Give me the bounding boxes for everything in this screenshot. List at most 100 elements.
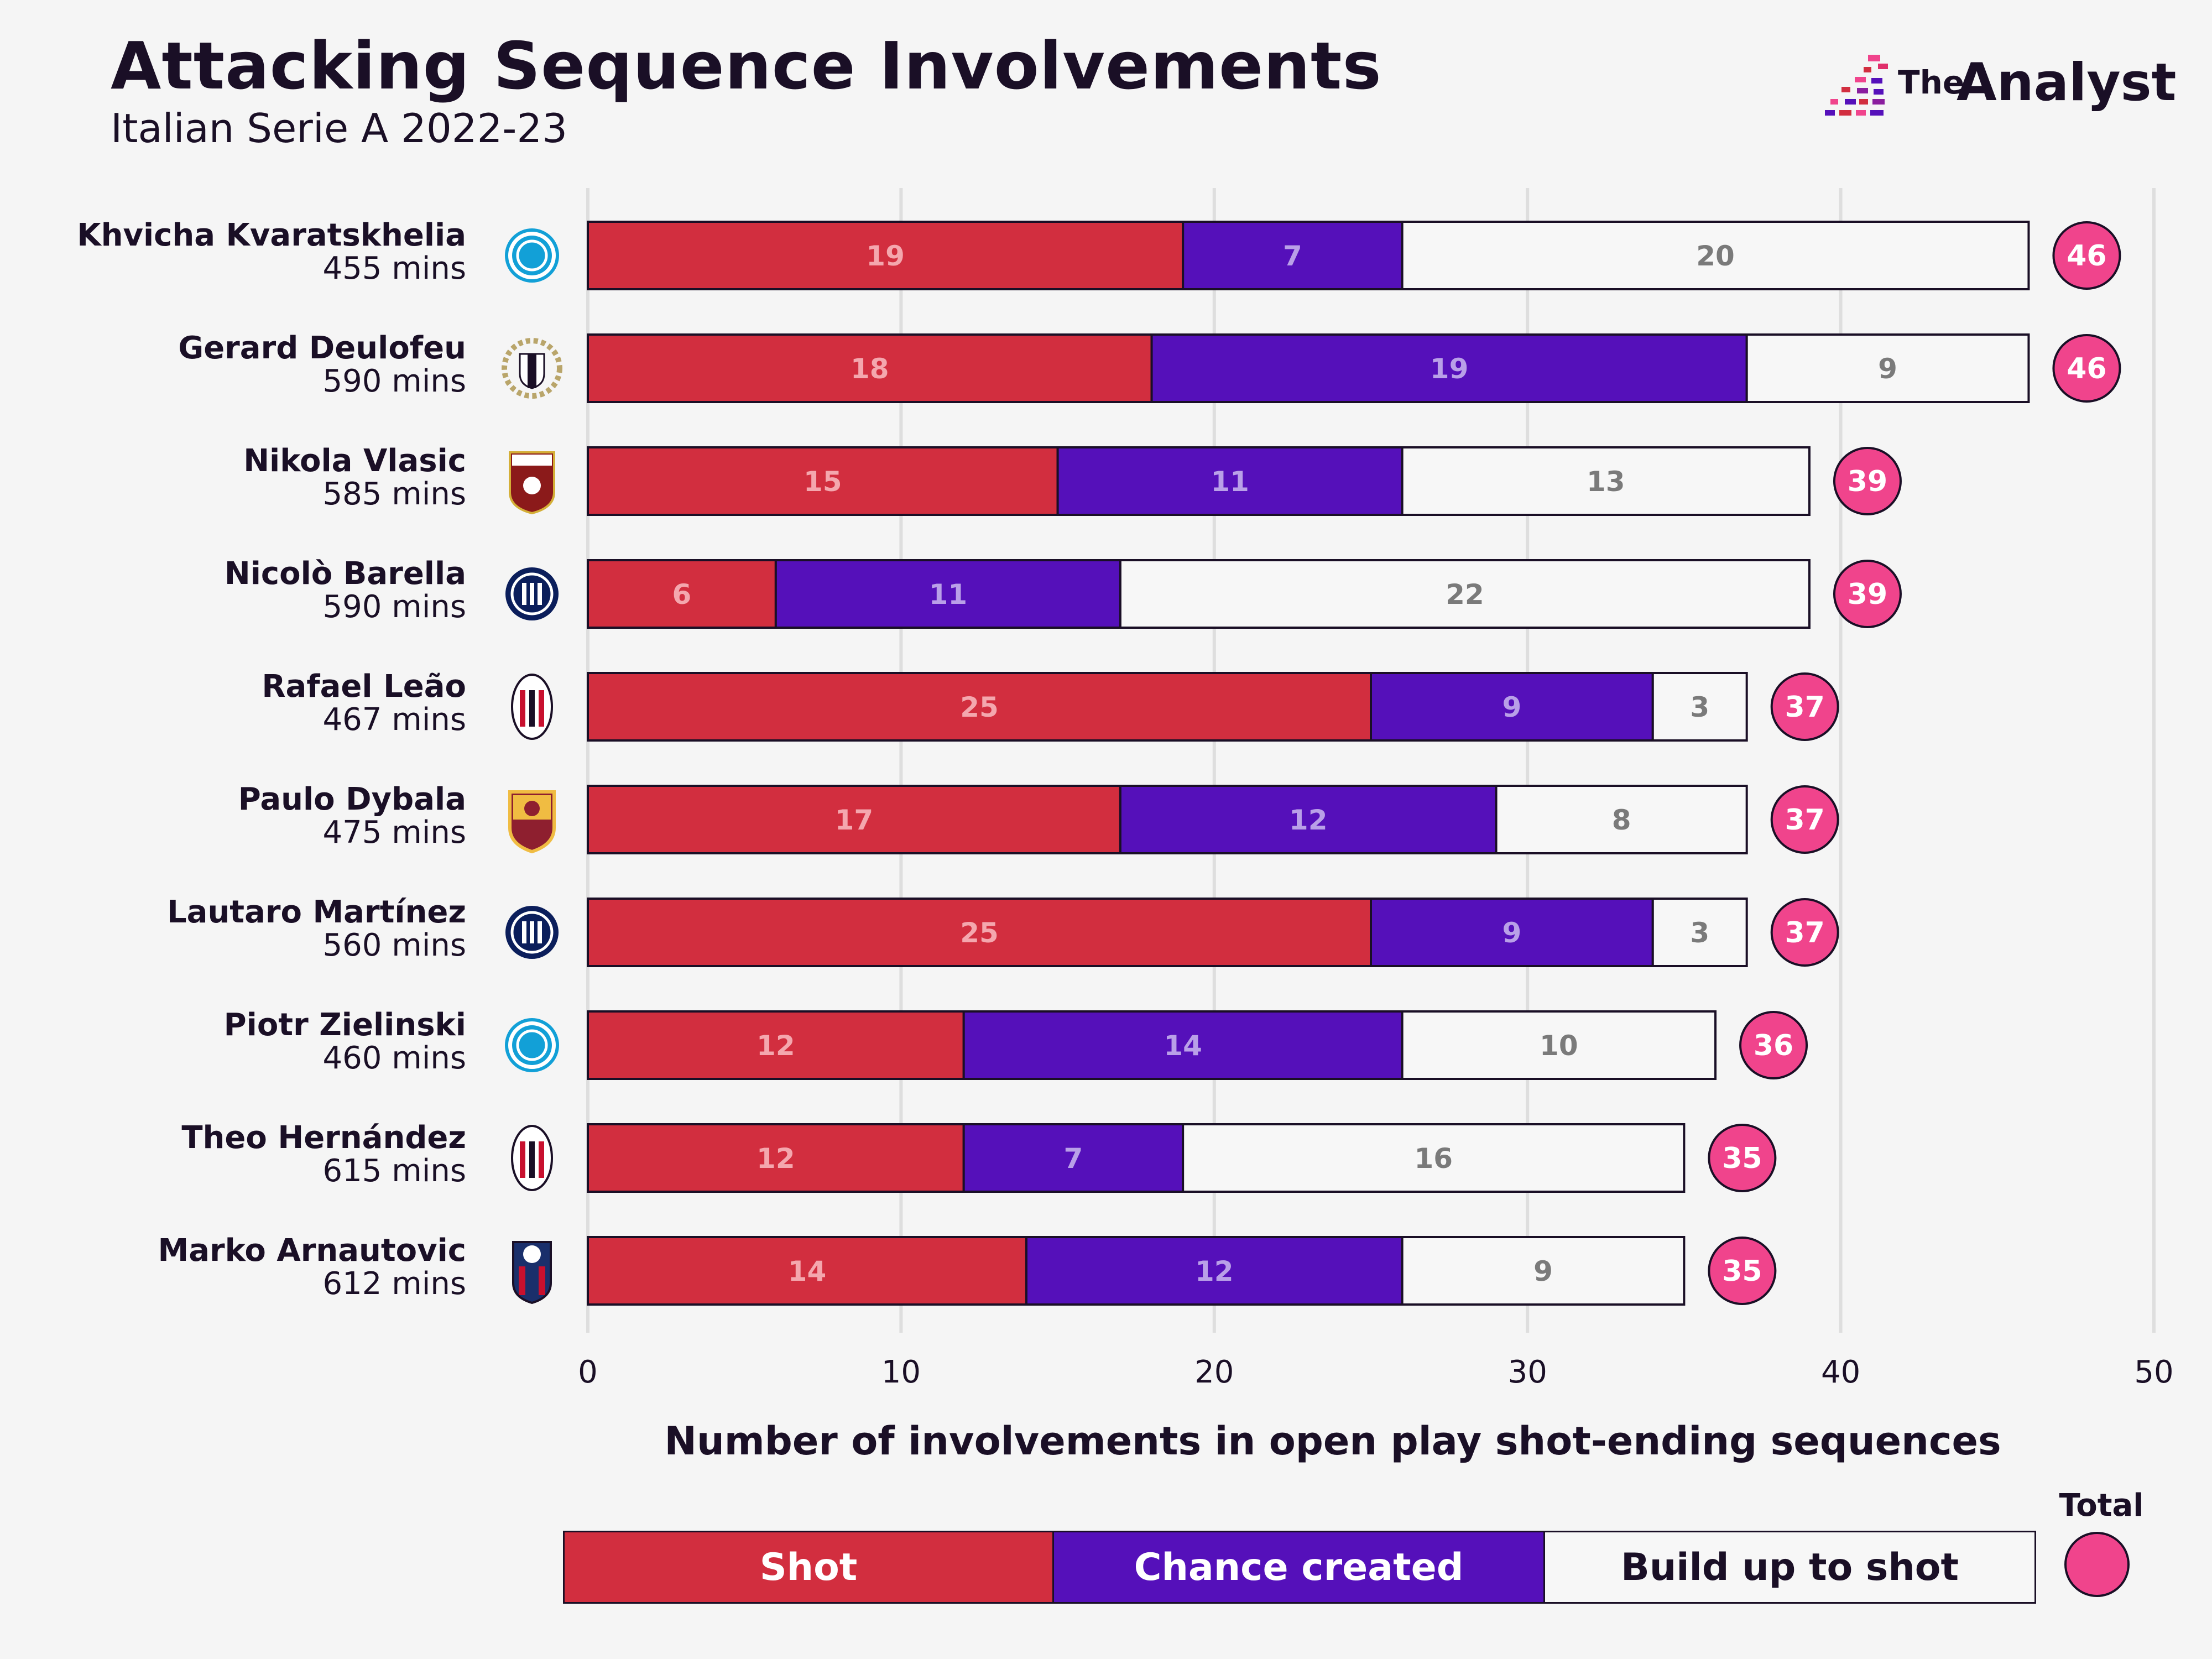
player-name: Nikola Vlasic bbox=[243, 443, 466, 479]
torino-crest-icon bbox=[509, 451, 555, 515]
legend-build-up: Build up to shot bbox=[1545, 1531, 2036, 1604]
bar-segment-shot bbox=[587, 221, 1185, 290]
total-label: 39 bbox=[1848, 465, 1887, 498]
player-minutes: 585 mins bbox=[323, 476, 466, 512]
bar-segment-chance-created-label: 9 bbox=[1502, 917, 1521, 949]
crest-stroke bbox=[522, 921, 526, 943]
bar-segment-chance-created bbox=[1182, 221, 1404, 290]
player-name: Paulo Dybala bbox=[238, 781, 466, 817]
bar-segment-build-up-label: 9 bbox=[1878, 353, 1897, 385]
total-marker bbox=[1770, 672, 1839, 741]
crest-stripe bbox=[529, 1141, 535, 1178]
total-marker bbox=[1739, 1011, 1808, 1079]
legend-chance-created: Chance created bbox=[1054, 1531, 1545, 1604]
bar-segment-shot bbox=[587, 333, 1153, 403]
bar-segment-shot bbox=[587, 559, 777, 629]
bar-segment-shot-label: 6 bbox=[672, 578, 692, 611]
crest-ring bbox=[510, 572, 554, 615]
x-tick-label: 40 bbox=[1821, 1354, 1860, 1390]
player-name: Marko Arnautovic bbox=[158, 1233, 466, 1269]
player-name: Rafael Leão bbox=[262, 669, 466, 705]
player-name: Gerard Deulofeu bbox=[178, 330, 466, 366]
x-tick-label: 20 bbox=[1194, 1354, 1234, 1390]
bar-segment-shot bbox=[587, 1236, 1027, 1306]
bar-segment-shot-label: 17 bbox=[835, 804, 874, 836]
bar-segment-build-up-label: 16 bbox=[1414, 1142, 1453, 1175]
bar-segment-shot-label: 18 bbox=[851, 353, 889, 385]
bar-segment-shot bbox=[587, 785, 1121, 854]
bar-segment-shot-label: 12 bbox=[757, 1142, 795, 1175]
legend-total: Total bbox=[2046, 1488, 2157, 1609]
crest-stroke bbox=[530, 583, 534, 605]
brand-logo: The Analyst bbox=[1825, 53, 2176, 124]
napoli-crest-icon bbox=[505, 228, 559, 283]
bar-segment-build-up bbox=[1119, 559, 1811, 629]
bar-segment-chance-created-label: 7 bbox=[1064, 1142, 1083, 1175]
bar-segment-build-up bbox=[1182, 1123, 1686, 1193]
bar-segment-build-up-label: 10 bbox=[1540, 1030, 1578, 1062]
player-minutes: 560 mins bbox=[323, 927, 466, 963]
bar-segment-chance-created bbox=[1119, 785, 1498, 854]
bar-segment-build-up-label: 13 bbox=[1587, 466, 1625, 498]
chart-subtitle: Italian Serie A 2022-23 bbox=[111, 105, 567, 152]
crest-stripe bbox=[539, 690, 544, 727]
total-label: 35 bbox=[1722, 1142, 1762, 1175]
logo-text-analyst: Analyst bbox=[1957, 53, 2177, 113]
bar-segment-build-up bbox=[1401, 1236, 1686, 1306]
total-marker bbox=[1770, 785, 1839, 854]
total-label: 36 bbox=[1754, 1029, 1793, 1062]
bar-segment-shot-label: 25 bbox=[960, 691, 999, 723]
bar-segment-shot-label: 15 bbox=[804, 466, 842, 498]
bar-segment-chance-created bbox=[1056, 446, 1404, 516]
crest-stroke bbox=[538, 583, 542, 605]
crest-stripe bbox=[528, 354, 536, 388]
crest-stripe bbox=[519, 1266, 525, 1295]
total-marker bbox=[1708, 1237, 1777, 1305]
bar-segment-shot bbox=[587, 1123, 965, 1193]
x-tick-label: 30 bbox=[1508, 1354, 1547, 1390]
crest-stripe bbox=[529, 690, 535, 727]
x-axis: 0 10 20 30 40 50 bbox=[578, 1354, 2173, 1390]
legend-total-swatch bbox=[2064, 1532, 2130, 1597]
bar-segment-chance-created-label: 14 bbox=[1164, 1030, 1202, 1062]
bar-segment-build-up bbox=[1651, 898, 1748, 967]
player-name: Khvicha Kvaratskhelia bbox=[77, 217, 466, 253]
player-minutes: 455 mins bbox=[323, 251, 466, 286]
crest-stroke bbox=[522, 583, 526, 605]
bar-segment-chance-created bbox=[962, 1010, 1404, 1080]
x-tick-label: 0 bbox=[578, 1354, 598, 1390]
bar-segment-build-up-label: 9 bbox=[1533, 1255, 1553, 1287]
total-label: 37 bbox=[1785, 916, 1824, 950]
bar-segment-build-up bbox=[1401, 446, 1811, 516]
total-marker bbox=[1708, 1124, 1777, 1192]
bar-segment-build-up bbox=[1401, 1010, 1717, 1080]
total-marker bbox=[2052, 221, 2121, 290]
legend-shot: Shot bbox=[563, 1531, 1054, 1604]
crest-inner-ring bbox=[516, 239, 548, 272]
crest-bull bbox=[523, 477, 541, 494]
bologna-crest-icon bbox=[512, 1241, 552, 1305]
bar-segment-shot bbox=[587, 446, 1059, 516]
bar-segment-chance-created-label: 19 bbox=[1430, 353, 1469, 385]
bar-segment-shot bbox=[587, 672, 1372, 742]
roma-crest-icon bbox=[508, 790, 556, 854]
crest-wolf bbox=[524, 801, 540, 816]
total-marker bbox=[1770, 898, 1839, 967]
bar-segment-chance-created bbox=[1370, 672, 1654, 742]
player-name: Theo Hernández bbox=[181, 1120, 466, 1156]
analyst-logo-icon bbox=[1825, 55, 1888, 116]
x-tick-label: 10 bbox=[881, 1354, 921, 1390]
bar-segment-chance-created-label: 11 bbox=[929, 578, 968, 611]
crest-ring bbox=[510, 911, 554, 954]
bar-segment-chance-created bbox=[1150, 333, 1748, 403]
bar-segment-chance-created-label: 9 bbox=[1502, 691, 1521, 723]
x-tick-label: 50 bbox=[2134, 1354, 2173, 1390]
x-axis-label: Number of involvements in open play shot… bbox=[664, 1418, 2001, 1464]
